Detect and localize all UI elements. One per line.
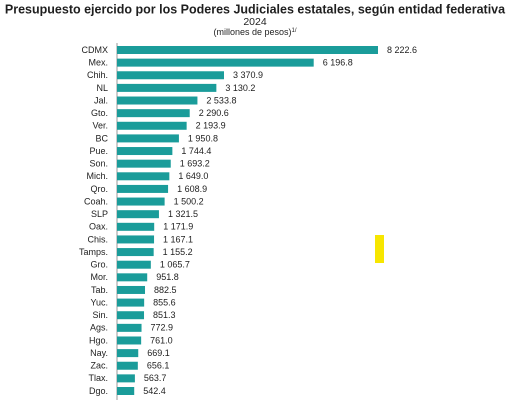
value-label: 1 500.2: [174, 196, 204, 206]
value-label: 1 693.2: [180, 159, 210, 169]
value-label: 1 321.5: [168, 209, 198, 219]
value-label: 1 167.1: [163, 234, 193, 244]
bar: [117, 58, 314, 67]
bar: [117, 323, 142, 332]
bar: [117, 298, 145, 307]
value-label: 3 130.2: [225, 83, 255, 93]
category-label: Zac.: [90, 361, 108, 371]
value-label: 951.8: [156, 272, 179, 282]
value-label: 1 608.9: [177, 184, 207, 194]
bar: [117, 222, 155, 231]
bar: [117, 311, 145, 320]
category-label: BC: [95, 133, 108, 143]
category-label: Mor.: [90, 272, 108, 282]
category-label: Coah.: [84, 196, 108, 206]
bar: [117, 96, 198, 105]
bar: [117, 349, 139, 358]
units-text: (millones de pesos): [213, 27, 291, 37]
bar: [117, 83, 217, 92]
bar: [117, 361, 138, 370]
category-label: Pue.: [89, 146, 108, 156]
category-label: Ags.: [90, 323, 108, 333]
value-label: 882.5: [154, 285, 177, 295]
value-label: 3 370.9: [233, 70, 263, 80]
category-label: Yuc.: [90, 297, 108, 307]
value-label: 1 155.2: [163, 247, 193, 257]
category-label: Tamps.: [79, 247, 108, 257]
category-label: Sin.: [92, 310, 108, 320]
bar: [117, 121, 187, 130]
bar: [117, 260, 151, 269]
category-label: Tab.: [91, 285, 108, 295]
bar: [117, 184, 169, 193]
bar: [117, 285, 146, 294]
category-label: Tlax.: [88, 373, 108, 383]
value-label: 1 950.8: [188, 133, 218, 143]
value-label: 2 193.9: [196, 121, 226, 131]
category-label: Hgo.: [89, 335, 108, 345]
value-label: 1 744.4: [181, 146, 211, 156]
category-label: Oax.: [89, 222, 108, 232]
value-label: 772.9: [151, 323, 174, 333]
value-label: 542.4: [143, 386, 166, 396]
category-label: Gro.: [90, 260, 108, 270]
value-label: 6 196.8: [323, 58, 353, 68]
bar: [117, 197, 165, 206]
category-label: Chis.: [87, 234, 108, 244]
value-label: 2 533.8: [206, 95, 236, 105]
value-label: 1 649.0: [178, 171, 208, 181]
bar: [117, 235, 155, 244]
category-label: Ver.: [92, 121, 108, 131]
bar: [117, 134, 179, 143]
units: (millones de pesos)1/: [213, 27, 296, 37]
category-label: Dgo.: [89, 386, 108, 396]
category-label: SLP: [91, 209, 108, 219]
bar: [117, 374, 135, 383]
category-label: Mich.: [86, 171, 108, 181]
bar: [117, 159, 171, 168]
highlight-marker: [375, 235, 384, 263]
bar: [117, 46, 378, 54]
value-label: 855.6: [153, 297, 176, 307]
value-label: 1 171.9: [163, 222, 193, 232]
value-label: 669.1: [147, 348, 170, 358]
value-label: 1 065.7: [160, 260, 190, 270]
value-label: 8 222.6: [387, 45, 417, 55]
bar: [117, 336, 142, 345]
bar: [117, 172, 170, 181]
bar: [117, 210, 159, 219]
value-label: 851.3: [153, 310, 176, 320]
category-label: Mex.: [88, 58, 108, 68]
category-label: Chih.: [87, 70, 108, 80]
chart-title: Presupuesto ejercido por los Poderes Jud…: [5, 2, 506, 16]
category-label: Qro.: [90, 184, 108, 194]
category-label: Nay.: [90, 348, 108, 358]
bar: [117, 147, 173, 156]
bar: [117, 71, 224, 80]
bar: [117, 387, 135, 395]
category-label: Gto.: [91, 108, 108, 118]
value-label: 2 290.6: [199, 108, 229, 118]
value-label: 761.0: [150, 335, 173, 345]
value-label: 656.1: [147, 361, 170, 371]
bar: [117, 273, 148, 282]
bar: [117, 109, 190, 118]
bar: [117, 248, 154, 257]
category-label: NL: [96, 83, 108, 93]
category-label: Jal.: [94, 95, 108, 105]
units-note: 1/: [292, 28, 297, 34]
chart-subtitle: 2024: [243, 16, 267, 28]
category-label: CDMX: [82, 45, 109, 55]
category-label: Son.: [89, 159, 108, 169]
value-label: 563.7: [144, 373, 167, 383]
